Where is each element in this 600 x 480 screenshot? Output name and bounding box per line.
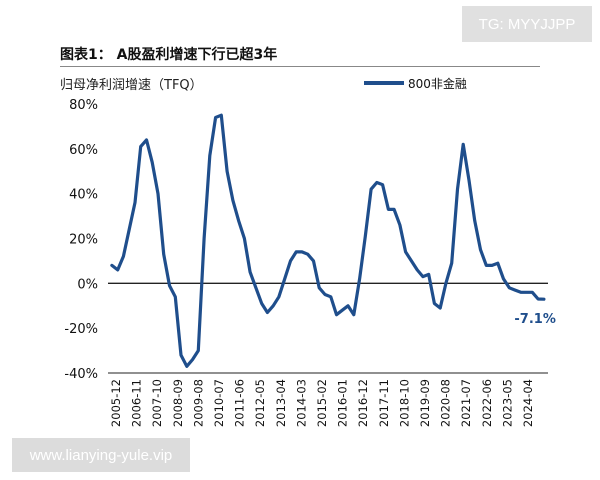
x-tick-label: 2024-04 xyxy=(521,379,535,427)
x-tick-label: 2006-11 xyxy=(130,379,144,427)
y-tick-label: 80% xyxy=(69,98,98,113)
series-line-800 xyxy=(110,113,546,368)
x-tick-label: 2018-10 xyxy=(397,379,411,427)
unit-label: 归母净利润增速（TFQ） xyxy=(60,78,203,93)
legend: 800非金融 xyxy=(364,76,467,91)
y-tick-label: 60% xyxy=(69,143,98,158)
figure-title: 图表1： A股盈利增速下行已超3年 xyxy=(60,47,278,63)
x-tick-label: 2011-06 xyxy=(233,379,247,427)
site-watermark-badge: www.lianying-yule.vip xyxy=(12,438,190,472)
x-tick-label: 2012-05 xyxy=(253,379,267,427)
y-tick-label: 20% xyxy=(69,233,98,248)
x-tick-label: 2008-09 xyxy=(171,379,185,427)
x-tick-label: 2010-07 xyxy=(212,379,226,427)
x-tick-label: 2009-08 xyxy=(191,379,205,427)
y-tick-label: -40% xyxy=(64,367,98,382)
x-tick-label: 2021-07 xyxy=(459,379,473,427)
last-value-annotation: -7.1% xyxy=(514,312,555,327)
title-divider xyxy=(60,66,540,67)
y-tick-label: -20% xyxy=(64,322,98,337)
x-tick-label: 2013-04 xyxy=(274,379,288,427)
x-tick-label: 2007-10 xyxy=(150,379,164,427)
tg-watermark-badge: TG: MYYJJPP xyxy=(462,6,592,42)
y-tick-label: 40% xyxy=(69,188,98,203)
y-tick-label: 0% xyxy=(77,277,98,292)
x-tick-label: 2005-12 xyxy=(109,379,123,427)
x-tick-label: 2016-01 xyxy=(336,379,350,427)
x-tick-label: 2016-12 xyxy=(356,379,370,427)
x-axis-ticks: 2005-12 2006-11 2007-10 2008-09 2009-08 2010-… xyxy=(109,379,535,427)
x-tick-label: 2022-06 xyxy=(480,379,494,427)
x-tick-label: 2015-02 xyxy=(315,379,329,427)
x-tick-label: 2019-09 xyxy=(418,379,432,427)
x-tick-label: 2017-11 xyxy=(377,379,391,427)
legend-label: 800非金融 xyxy=(408,76,467,91)
x-tick-label: 2023-05 xyxy=(500,379,514,427)
x-tick-label: 2020-08 xyxy=(439,379,453,427)
x-tick-label: 2014-03 xyxy=(294,379,308,427)
y-axis-ticks: -40% -20% 0% 20% 40% 60% 80% xyxy=(64,98,98,382)
